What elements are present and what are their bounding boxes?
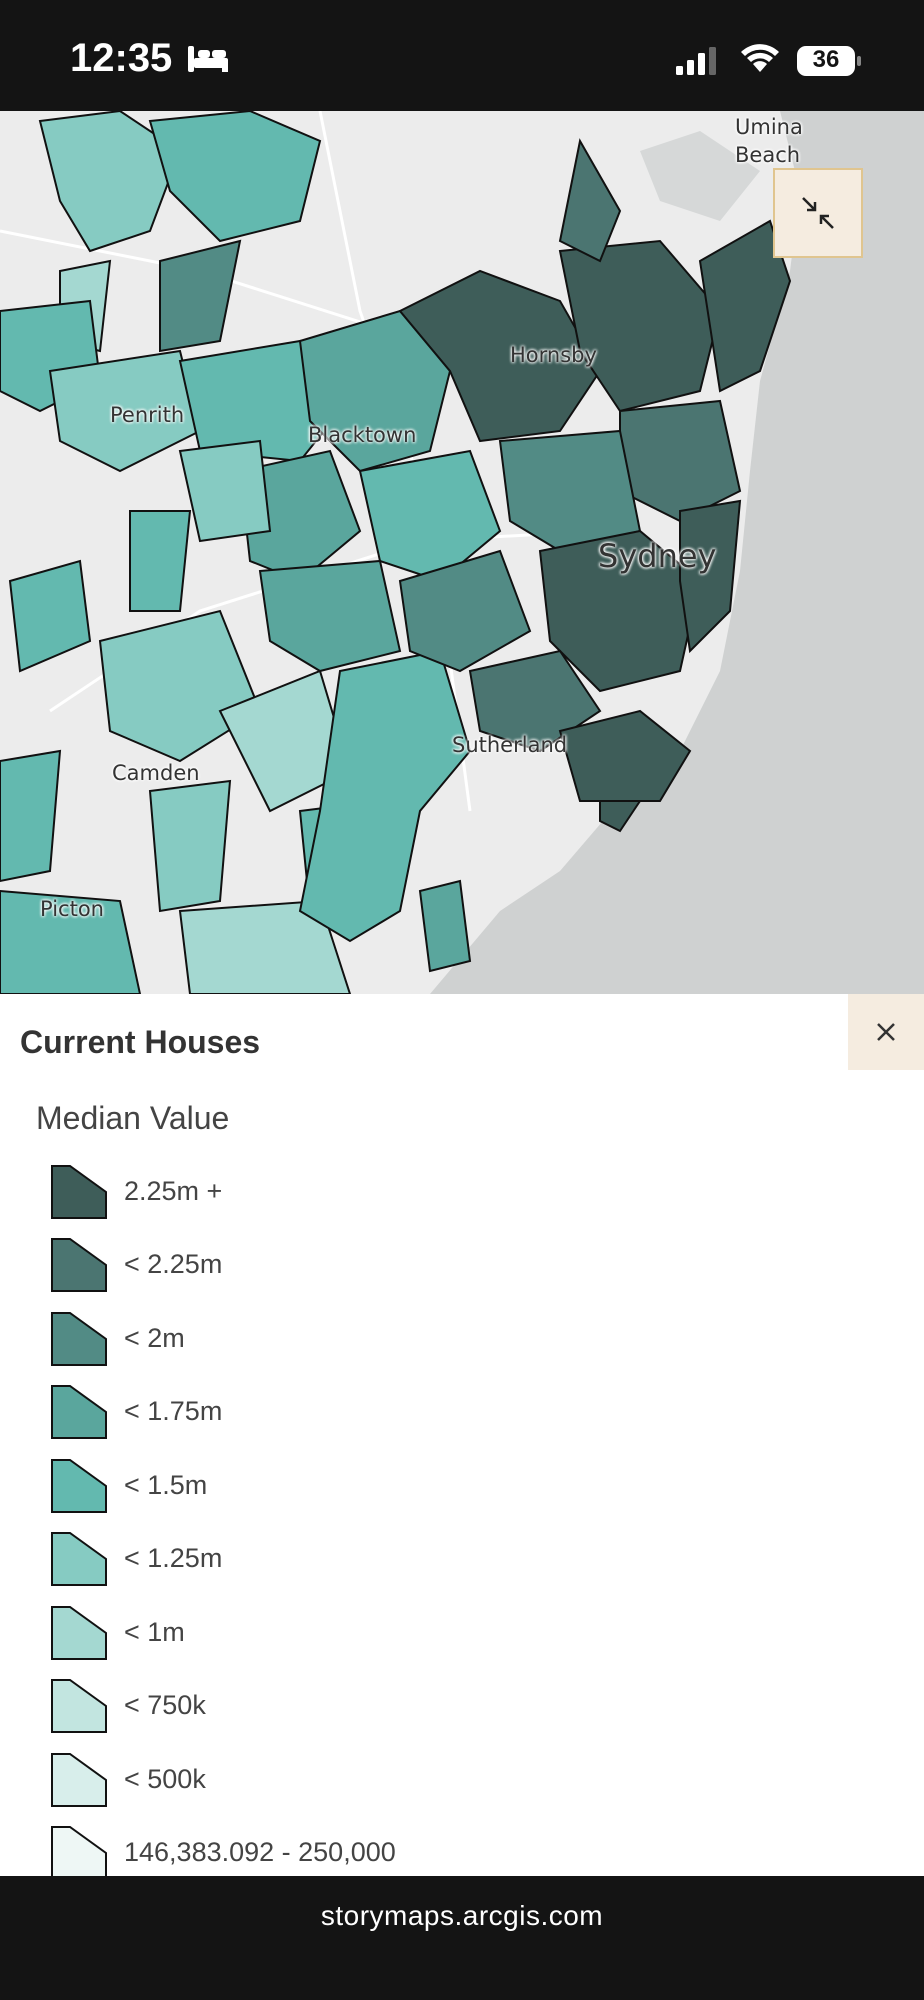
legend-swatch-shape [51,1385,107,1439]
close-icon [877,1023,895,1041]
map-label-sutherland: Sutherland [452,733,568,757]
legend-item: < 2.25m [50,1237,650,1293]
legend-item: < 1.5m [50,1458,650,1514]
collapse-map-button[interactable] [773,168,863,258]
legend-item: 2.25m + [50,1164,650,1220]
legend-swatch-shape [51,1459,107,1513]
legend-label: < 1.25m [124,1543,223,1573]
map-label-beach: Beach [735,143,801,167]
legend-swatch-shape [51,1312,107,1366]
battery-icon [797,46,861,76]
legend-title: Current Houses [20,1024,261,1060]
battery-level: 36 [812,46,840,73]
signal-icon [676,47,716,75]
status-bar: 12:35 36 [0,0,924,111]
map-label-blacktown: Blacktown [308,423,417,447]
legend-swatch [51,1312,107,1366]
browser-bottom-bar: storymaps.arcgis.com [0,1876,924,2000]
legend-swatch-shape [51,1238,107,1292]
legend-label: 2.25m + [124,1176,223,1206]
legend-swatch [51,1238,107,1292]
legend-subtitle: Median Value [36,1100,230,1136]
legend-swatch [51,1165,107,1219]
map-label-sydney: Sydney [598,537,717,575]
legend-swatch-shape [51,1826,107,1876]
legend-item: < 750k [50,1678,650,1734]
map-label-picton: Picton [40,897,104,921]
legend-item: < 1m [50,1605,650,1661]
legend-item: 146,383.092 - 250,000 [50,1825,650,1876]
legend-label: < 2m [124,1323,185,1353]
map-label-camden: Camden [112,761,200,785]
legend-swatch-shape [51,1606,107,1660]
map-label-hornsby: Hornsby [510,343,597,367]
close-legend-button[interactable] [848,994,924,1070]
wifi-icon [741,44,779,72]
legend-item: < 1.75m [50,1384,650,1440]
legend-swatch-shape [51,1165,107,1219]
map-label-umina: Umina [735,115,803,139]
map-view[interactable]: Umina Beach Hornsby Penrith Blacktown Sy… [0,111,924,994]
collapse-arrows-icon [802,197,834,229]
map-label-penrith: Penrith [110,403,185,427]
legend-item: < 1.25m [50,1531,650,1587]
legend-swatch [51,1753,107,1807]
legend-swatch [51,1532,107,1586]
legend-item: < 500k [50,1752,650,1808]
legend-swatch [51,1679,107,1733]
legend-swatch [51,1606,107,1660]
legend-label: < 1m [124,1617,185,1647]
legend-item: < 2m [50,1311,650,1367]
legend-swatch-shape [51,1753,107,1807]
legend-label: < 1.5m [124,1470,208,1500]
url-text[interactable]: storymaps.arcgis.com [320,1900,604,1931]
legend-label: 146,383.092 - 250,000 [124,1837,396,1867]
legend-swatch [51,1826,107,1876]
legend-swatch-shape [51,1532,107,1586]
legend-label: < 500k [124,1764,206,1794]
legend-swatch-shape [51,1679,107,1733]
bed-icon [188,46,228,72]
legend-panel: Current Houses Median Value 2.25m + < 2.… [0,994,924,1876]
status-time: 12:35 [70,36,173,80]
legend-swatch [51,1459,107,1513]
legend-label: < 2.25m [124,1249,223,1279]
legend-swatch [51,1385,107,1439]
map-canvas[interactable] [0,111,924,994]
legend-label: < 1.75m [124,1396,223,1426]
legend-label: < 750k [124,1690,206,1720]
